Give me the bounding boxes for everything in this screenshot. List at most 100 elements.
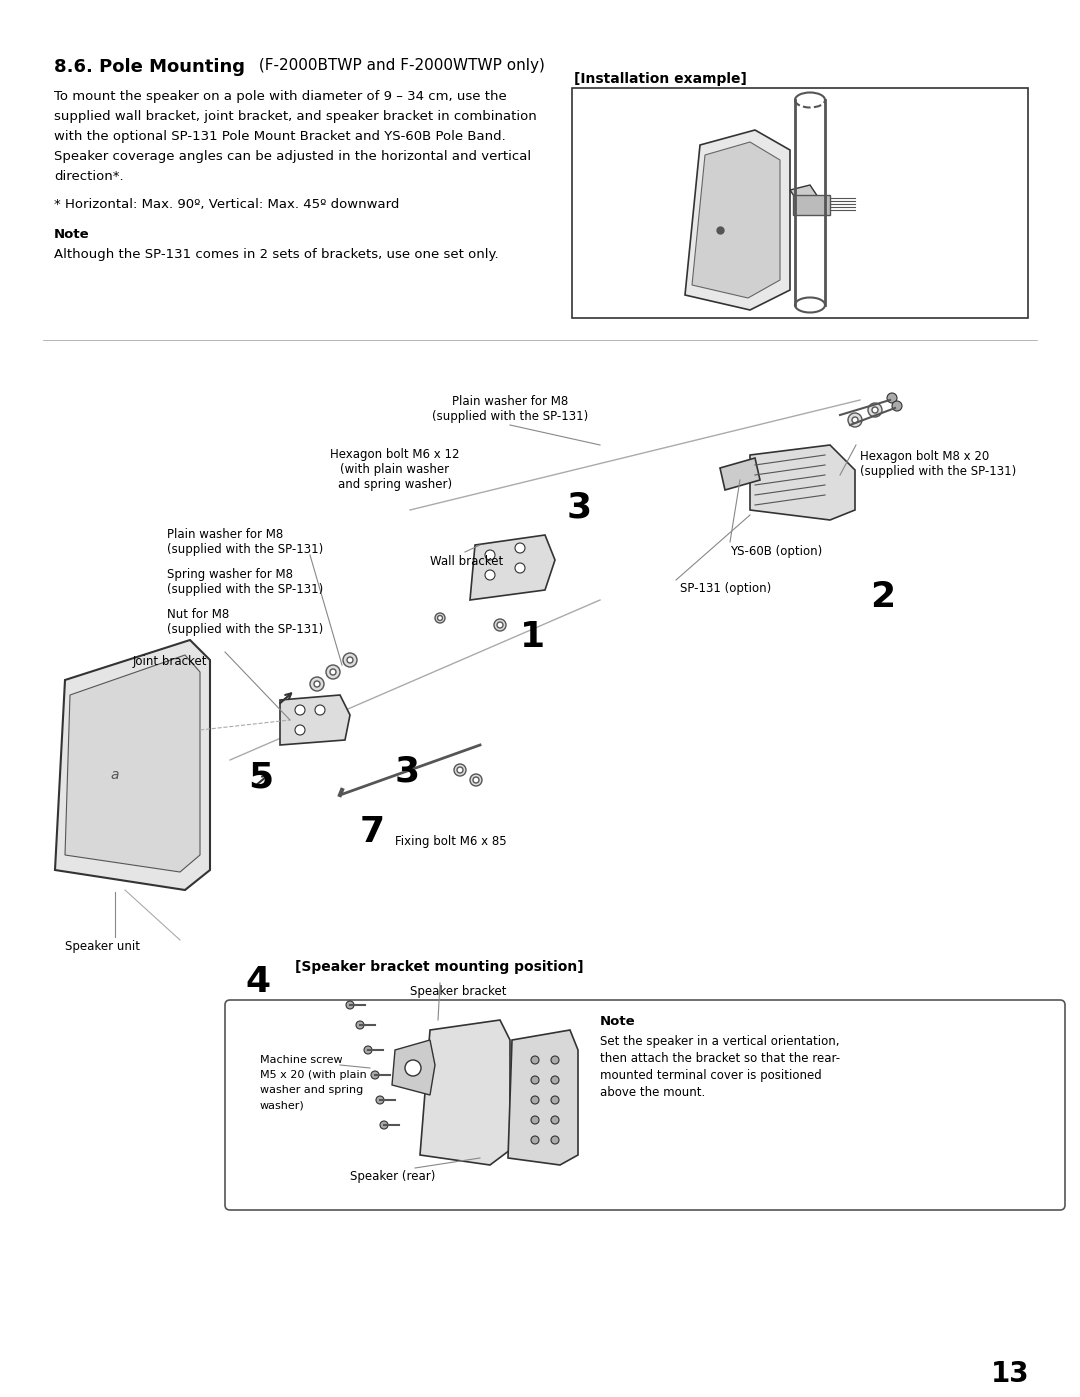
Polygon shape <box>65 655 200 872</box>
Circle shape <box>330 669 336 675</box>
Text: * Horizontal: Max. 90º, Vertical: Max. 45º downward: * Horizontal: Max. 90º, Vertical: Max. 4… <box>54 198 400 211</box>
Text: Speaker (rear): Speaker (rear) <box>350 1171 435 1183</box>
Text: Wall bracket: Wall bracket <box>430 555 503 569</box>
Circle shape <box>372 1071 379 1078</box>
Circle shape <box>380 1120 388 1129</box>
Text: 13: 13 <box>991 1361 1030 1389</box>
Text: Plain washer for M8: Plain washer for M8 <box>451 395 568 408</box>
Circle shape <box>435 613 445 623</box>
Text: (with plain washer: (with plain washer <box>340 462 449 476</box>
Bar <box>793 196 831 215</box>
Text: YS-60B (option): YS-60B (option) <box>730 545 822 557</box>
Circle shape <box>531 1056 539 1065</box>
Text: Although the SP-131 comes in 2 sets of brackets, use one set only.: Although the SP-131 comes in 2 sets of b… <box>54 249 499 261</box>
Text: (F-2000BTWP and F-2000WTWP only): (F-2000BTWP and F-2000WTWP only) <box>254 59 545 73</box>
Polygon shape <box>750 446 855 520</box>
Circle shape <box>531 1136 539 1144</box>
Circle shape <box>314 680 320 687</box>
Text: Note: Note <box>54 228 90 242</box>
Text: supplied wall bracket, joint bracket, and speaker bracket in combination: supplied wall bracket, joint bracket, an… <box>54 110 537 123</box>
Circle shape <box>457 767 463 773</box>
Circle shape <box>551 1116 559 1125</box>
Circle shape <box>531 1076 539 1084</box>
Circle shape <box>872 407 878 414</box>
Text: above the mount.: above the mount. <box>600 1085 705 1099</box>
Text: 3: 3 <box>567 490 592 524</box>
Text: a: a <box>111 768 119 782</box>
Circle shape <box>515 563 525 573</box>
Circle shape <box>310 678 324 692</box>
Circle shape <box>376 1097 384 1104</box>
Circle shape <box>473 777 480 782</box>
Text: then attach the bracket so that the rear-: then attach the bracket so that the rear… <box>600 1052 840 1065</box>
Text: M5 x 20 (with plain: M5 x 20 (with plain <box>260 1070 367 1080</box>
Text: Machine screw: Machine screw <box>260 1055 342 1065</box>
Circle shape <box>454 764 465 775</box>
Bar <box>572 88 1028 319</box>
Text: Speaker coverage angles can be adjusted in the horizontal and vertical: Speaker coverage angles can be adjusted … <box>54 149 531 163</box>
Text: 2: 2 <box>870 580 895 615</box>
Text: Note: Note <box>600 1016 636 1028</box>
Circle shape <box>551 1076 559 1084</box>
Polygon shape <box>280 694 350 745</box>
Circle shape <box>356 1021 364 1030</box>
Text: and spring washer): and spring washer) <box>338 478 453 490</box>
Text: [Installation example]: [Installation example] <box>573 73 746 87</box>
Text: Set the speaker in a vertical orientation,: Set the speaker in a vertical orientatio… <box>600 1035 839 1048</box>
Circle shape <box>347 657 353 664</box>
Text: Speaker unit: Speaker unit <box>65 940 140 953</box>
Circle shape <box>887 393 897 402</box>
Circle shape <box>326 665 340 679</box>
Circle shape <box>531 1116 539 1125</box>
Polygon shape <box>720 458 760 490</box>
Circle shape <box>295 725 305 735</box>
FancyBboxPatch shape <box>225 1000 1065 1210</box>
Circle shape <box>346 1002 354 1009</box>
Circle shape <box>405 1060 421 1076</box>
Circle shape <box>437 616 443 620</box>
Circle shape <box>551 1056 559 1065</box>
Circle shape <box>364 1046 372 1053</box>
Circle shape <box>551 1136 559 1144</box>
Text: 4: 4 <box>245 965 270 999</box>
Circle shape <box>515 543 525 553</box>
Circle shape <box>531 1097 539 1104</box>
Text: washer): washer) <box>260 1099 305 1111</box>
Circle shape <box>485 570 495 580</box>
Circle shape <box>852 416 858 423</box>
Polygon shape <box>508 1030 578 1165</box>
Text: Hexagon bolt M6 x 12: Hexagon bolt M6 x 12 <box>330 448 460 461</box>
Text: 1: 1 <box>519 620 545 654</box>
Text: with the optional SP-131 Pole Mount Bracket and YS-60B Pole Band.: with the optional SP-131 Pole Mount Brac… <box>54 130 505 142</box>
Polygon shape <box>685 130 789 310</box>
Circle shape <box>470 774 482 787</box>
Text: Nut for M8: Nut for M8 <box>167 608 229 622</box>
Circle shape <box>868 402 882 416</box>
Circle shape <box>295 705 305 715</box>
Circle shape <box>551 1097 559 1104</box>
Circle shape <box>848 414 862 427</box>
Text: Plain washer for M8: Plain washer for M8 <box>167 528 283 541</box>
Text: Spring washer for M8: Spring washer for M8 <box>167 569 293 581</box>
Text: (supplied with the SP-131): (supplied with the SP-131) <box>860 465 1016 478</box>
Text: 3: 3 <box>395 754 420 789</box>
Circle shape <box>315 705 325 715</box>
Polygon shape <box>392 1039 435 1095</box>
Circle shape <box>343 652 357 666</box>
Circle shape <box>494 619 507 631</box>
Text: Joint bracket: Joint bracket <box>133 655 207 668</box>
Text: Hexagon bolt M8 x 20: Hexagon bolt M8 x 20 <box>860 450 989 462</box>
Text: [Speaker bracket mounting position]: [Speaker bracket mounting position] <box>295 960 583 974</box>
Polygon shape <box>470 535 555 599</box>
Text: mounted terminal cover is positioned: mounted terminal cover is positioned <box>600 1069 822 1083</box>
Text: washer and spring: washer and spring <box>260 1085 363 1095</box>
Polygon shape <box>692 142 780 298</box>
Circle shape <box>497 622 503 629</box>
Text: Fixing bolt M6 x 85: Fixing bolt M6 x 85 <box>395 835 507 848</box>
Text: 8.6. Pole Mounting: 8.6. Pole Mounting <box>54 59 245 75</box>
Text: Speaker bracket: Speaker bracket <box>410 985 507 997</box>
Circle shape <box>485 550 495 560</box>
Polygon shape <box>420 1020 510 1165</box>
Text: 5: 5 <box>248 760 273 793</box>
Circle shape <box>892 401 902 411</box>
